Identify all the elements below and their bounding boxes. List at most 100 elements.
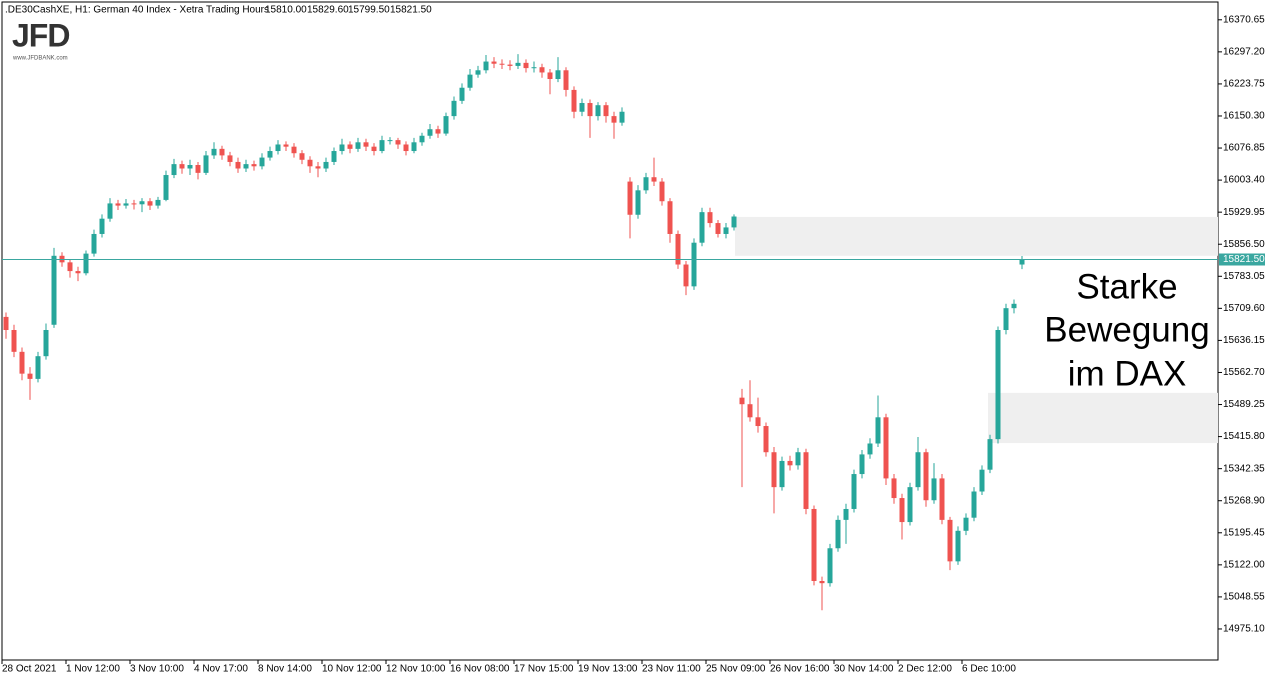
- candle-body: [611, 116, 617, 123]
- candle-body: [75, 271, 81, 274]
- candle-body: [411, 142, 417, 152]
- y-tick-label: 16223.75: [1223, 79, 1265, 90]
- candle-body: [971, 491, 977, 518]
- current-price-label: 15821.50: [1223, 254, 1265, 265]
- candle-body: [827, 548, 833, 584]
- candle-body: [379, 140, 385, 152]
- gap-zone: [735, 216, 1218, 256]
- y-tick-label: 16150.30: [1223, 111, 1265, 122]
- candle-body: [395, 140, 401, 145]
- y-tick-label: 15856.50: [1223, 239, 1265, 250]
- y-tick-label: 15048.55: [1223, 592, 1265, 603]
- y-tick-label: 15342.35: [1223, 463, 1265, 474]
- candle-body: [139, 201, 145, 205]
- candle-body: [915, 452, 921, 488]
- candle-body: [675, 233, 681, 265]
- candle-body: [699, 212, 705, 243]
- candle-body: [371, 146, 377, 152]
- candle-body: [579, 103, 585, 112]
- y-tick-label: 15783.05: [1223, 271, 1265, 282]
- candle-body: [339, 144, 345, 152]
- candle-body: [19, 351, 25, 374]
- x-tick-label: 12 Nov 10:00: [386, 664, 446, 675]
- x-tick-label: 28 Oct 2021: [2, 664, 57, 675]
- candle-body: [683, 264, 689, 287]
- candle-body: [267, 151, 273, 158]
- x-tick-label: 10 Nov 12:00: [322, 664, 382, 675]
- candle-body: [67, 262, 73, 272]
- annotation: Bewegung: [1044, 310, 1209, 349]
- candle-body: [515, 62, 521, 66]
- candle-body: [163, 175, 169, 200]
- candle-body: [443, 116, 449, 134]
- candle-body: [723, 227, 729, 234]
- candle-body: [987, 439, 993, 470]
- candle-body: [299, 153, 305, 160]
- candle-body: [571, 89, 577, 112]
- candle-body: [563, 70, 569, 90]
- candle-body: [1011, 303, 1017, 309]
- last-low: 15799.50: [348, 5, 390, 16]
- candle-body: [307, 159, 313, 167]
- candle-body: [27, 373, 33, 379]
- candle-body: [419, 135, 425, 143]
- candle-body: [619, 111, 625, 123]
- candle-body: [899, 498, 905, 523]
- x-tick-label: 16 Nov 08:00: [450, 664, 510, 675]
- candle-body: [931, 478, 937, 501]
- x-tick-label: 23 Nov 11:00: [642, 664, 701, 675]
- candle-body: [651, 177, 657, 182]
- candle-body: [523, 62, 529, 69]
- candle-body: [955, 530, 961, 562]
- x-tick-label: 1 Nov 12:00: [66, 664, 120, 675]
- candle-body: [891, 478, 897, 499]
- candle-body: [755, 417, 761, 427]
- candle-body: [659, 181, 665, 202]
- candle-body: [795, 452, 801, 466]
- candle-body: [707, 212, 713, 224]
- candle-body: [427, 129, 433, 136]
- current-price-box: [1219, 253, 1265, 266]
- candle-body: [539, 67, 545, 73]
- x-tick-label: 6 Dec 10:00: [962, 664, 1016, 675]
- x-tick-label: 4 Nov 17:00: [194, 664, 248, 675]
- candle-body: [851, 474, 857, 509]
- candle-body: [843, 508, 849, 520]
- y-tick-label: 15195.45: [1223, 527, 1265, 538]
- y-tick-label: 16297.20: [1223, 46, 1265, 57]
- candle-body: [627, 181, 633, 215]
- candle-body: [211, 148, 217, 156]
- candle-body: [123, 203, 129, 206]
- candle-body: [259, 157, 265, 167]
- candle-body: [763, 426, 769, 453]
- candle-body: [923, 452, 929, 501]
- candle-body: [499, 63, 505, 65]
- candle-body: [91, 233, 97, 254]
- candle-body: [147, 201, 153, 206]
- candle-body: [779, 460, 785, 488]
- candle-body: [595, 105, 601, 117]
- candle-body: [883, 417, 889, 479]
- candle-body: [483, 61, 489, 71]
- candle-body: [235, 161, 241, 169]
- candle-body: [787, 460, 793, 466]
- candle-body: [347, 144, 353, 149]
- candle-body: [947, 519, 953, 562]
- y-tick-label: 15929.95: [1223, 207, 1265, 218]
- x-tick-label: 3 Nov 10:00: [130, 664, 184, 675]
- candle-body: [979, 469, 985, 492]
- plot-frame: [1, 1, 1219, 661]
- candle-body: [475, 70, 481, 75]
- candle-body: [811, 508, 817, 581]
- y-tick-label: 15268.90: [1223, 495, 1265, 506]
- candle-body: [107, 203, 113, 219]
- candle-body: [131, 203, 137, 205]
- y-tick-label: 16370.65: [1223, 14, 1265, 25]
- candle-body: [195, 165, 201, 173]
- candle-body: [547, 72, 553, 80]
- candle-body: [715, 223, 721, 234]
- x-tick-label: 8 Nov 14:00: [258, 664, 312, 675]
- candle-body: [995, 330, 1001, 440]
- candle-body: [315, 166, 321, 169]
- candle-body: [115, 203, 121, 206]
